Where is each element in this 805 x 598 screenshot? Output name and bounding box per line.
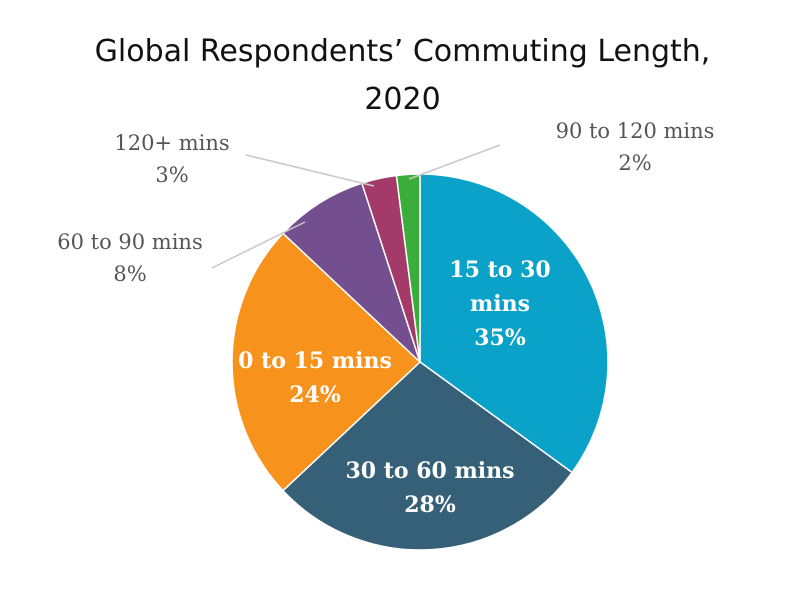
slice-category-label: mins <box>470 291 530 317</box>
slice-category-label: 30 to 60 mins <box>345 458 514 484</box>
leader-line <box>211 221 306 269</box>
pie-slice <box>281 361 574 551</box>
slice-percent-label: 3% <box>155 163 188 187</box>
leader-line <box>408 144 501 180</box>
slice-category-label: 90 to 120 mins <box>556 119 715 143</box>
slice-category-label: 15 to 30 <box>449 257 550 283</box>
slice-data-label: 15 to 30 mins 35% <box>449 257 550 351</box>
slice-percent-label: 2% <box>618 151 651 175</box>
slice-data-label: 120+ mins 3% <box>114 131 229 187</box>
slice-data-label: 0 to 15 mins 24% <box>238 348 392 408</box>
slice-percent-label: 35% <box>474 325 526 351</box>
slice-category-label: 0 to 15 mins <box>238 348 392 374</box>
slice-data-label: 60 to 90 mins 8% <box>57 230 202 286</box>
pie-slice <box>231 232 422 492</box>
slice-percent-label: 24% <box>289 382 341 408</box>
slice-data-label: 90 to 120 mins 2% <box>556 119 715 175</box>
slice-percent-label: 8% <box>113 262 146 286</box>
slice-percent-label: 28% <box>404 492 456 518</box>
pie-slice <box>395 173 421 363</box>
chart-title-line-2: 2020 <box>364 82 441 117</box>
leader-line <box>245 154 375 187</box>
slice-data-label: 30 to 60 mins 28% <box>345 458 514 518</box>
chart-title-line-1: Global Respondents’ Commuting Length, <box>94 34 711 69</box>
slice-category-label: 120+ mins <box>114 131 229 155</box>
slice-category-label: 60 to 90 mins <box>57 230 202 254</box>
chart-title: Global Respondents’ Commuting Length, 20… <box>0 28 805 124</box>
pie-slice <box>419 173 609 474</box>
